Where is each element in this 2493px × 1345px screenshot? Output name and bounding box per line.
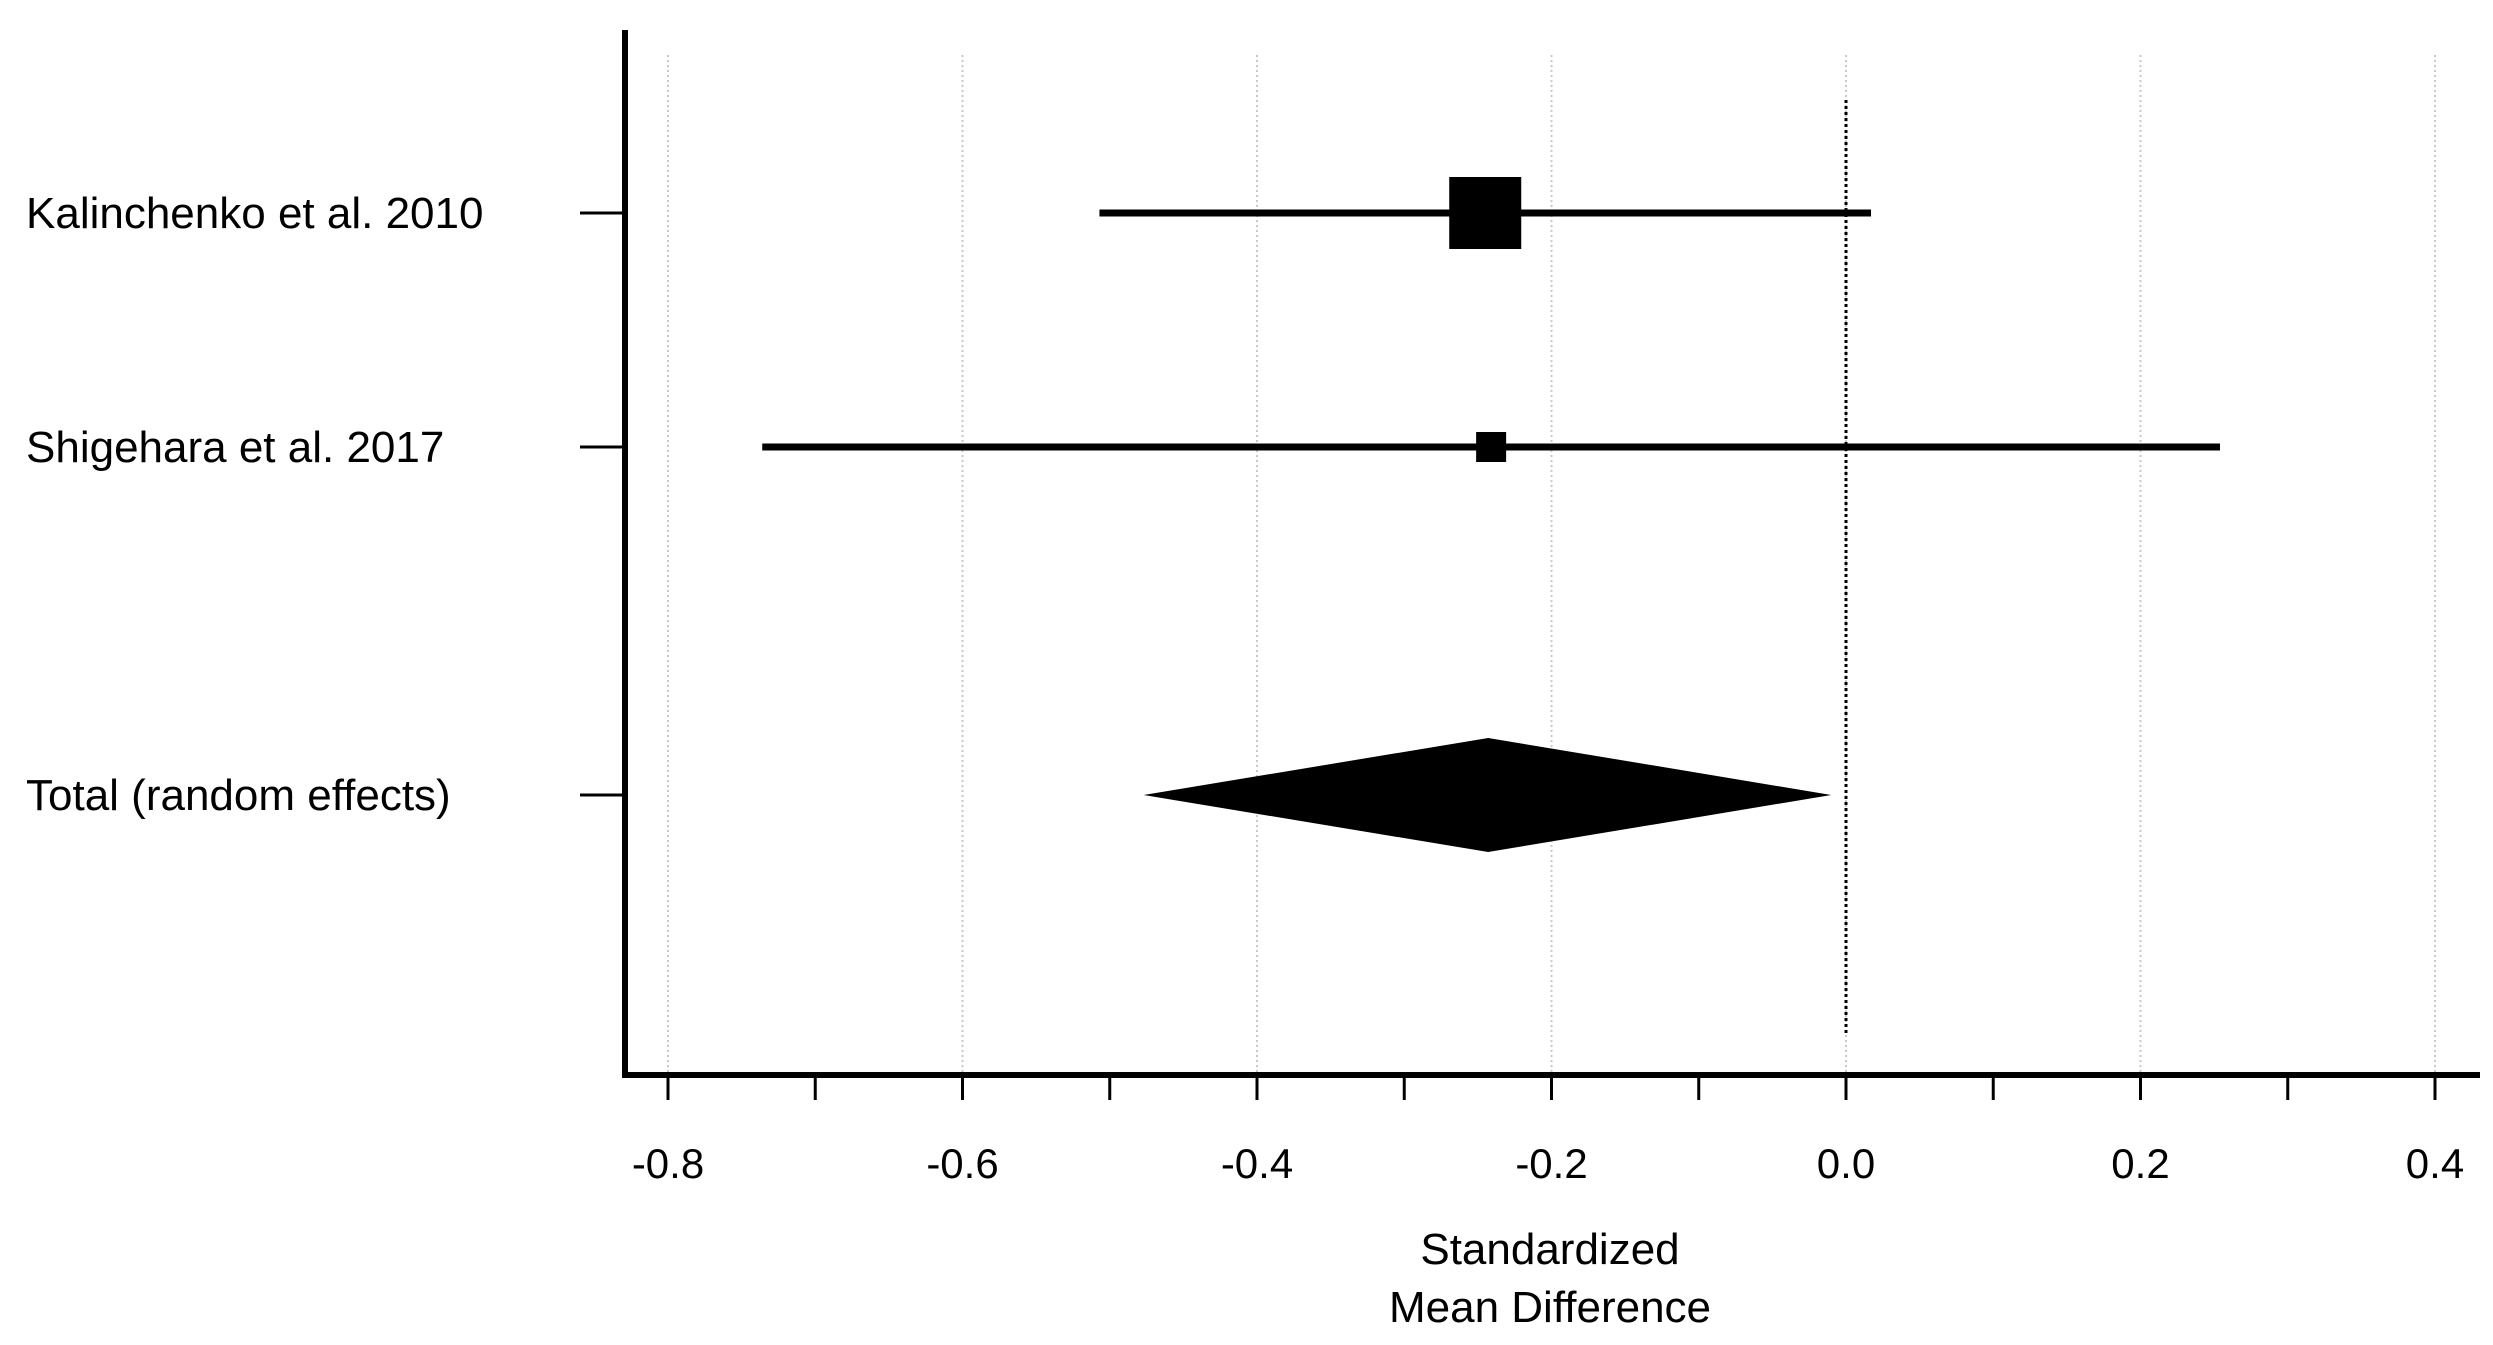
x-tick-label-6: 0.4 — [2406, 1140, 2464, 1187]
axes: -0.8 -0.6 -0.4 -0.2 0.0 0.2 0.4 — [580, 30, 2480, 1187]
x-tick-label-2: -0.4 — [1221, 1140, 1293, 1187]
study-label-0: Kalinchenko et al. 2010 — [26, 189, 483, 238]
point-estimate-study-1 — [1476, 432, 1507, 462]
x-tick-label-4: 0.0 — [1817, 1140, 1875, 1187]
x-tick-label-1: -0.6 — [926, 1140, 998, 1187]
total-label: Total (random effects) — [26, 771, 451, 820]
x-tick-label-3: -0.2 — [1515, 1140, 1587, 1187]
x-tick-label-0: -0.8 — [632, 1140, 704, 1187]
study-labels: Kalinchenko et al. 2010 Shigehara et al. … — [26, 189, 483, 820]
gridlines — [667, 55, 2436, 1075]
x-tick-label-5: 0.2 — [2111, 1140, 2169, 1187]
x-axis-title-line-2: Mean Difference — [1389, 1283, 1711, 1332]
plot-marks — [762, 177, 2221, 852]
point-estimate-study-0 — [1449, 177, 1522, 249]
pooled-effect-diamond — [1143, 738, 1832, 852]
x-axis-title-line-1: Standardized — [1420, 1225, 1679, 1274]
study-label-1: Shigehara et al. 2017 — [26, 423, 444, 472]
